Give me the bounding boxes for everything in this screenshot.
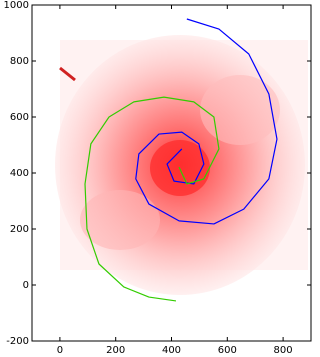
- x-tick-label: 200: [106, 345, 125, 356]
- y-tick-label: 800: [10, 56, 29, 67]
- x-tick-label: 800: [274, 345, 293, 356]
- x-tick-label: 600: [218, 345, 237, 356]
- y-tick-label: -200: [6, 336, 29, 347]
- y-tick-label: 1000: [4, 0, 29, 11]
- y-tick-label: 600: [10, 112, 29, 123]
- galaxy-image: [55, 35, 308, 295]
- y-tick-label: 200: [10, 224, 29, 235]
- x-tick-label: 400: [162, 345, 181, 356]
- x-tick-label: 0: [57, 345, 63, 356]
- spiral-line: [84, 96, 220, 302]
- y-tick-label: 0: [23, 280, 29, 291]
- spiral-line: [135, 18, 278, 225]
- y-tick-label: 400: [10, 168, 29, 179]
